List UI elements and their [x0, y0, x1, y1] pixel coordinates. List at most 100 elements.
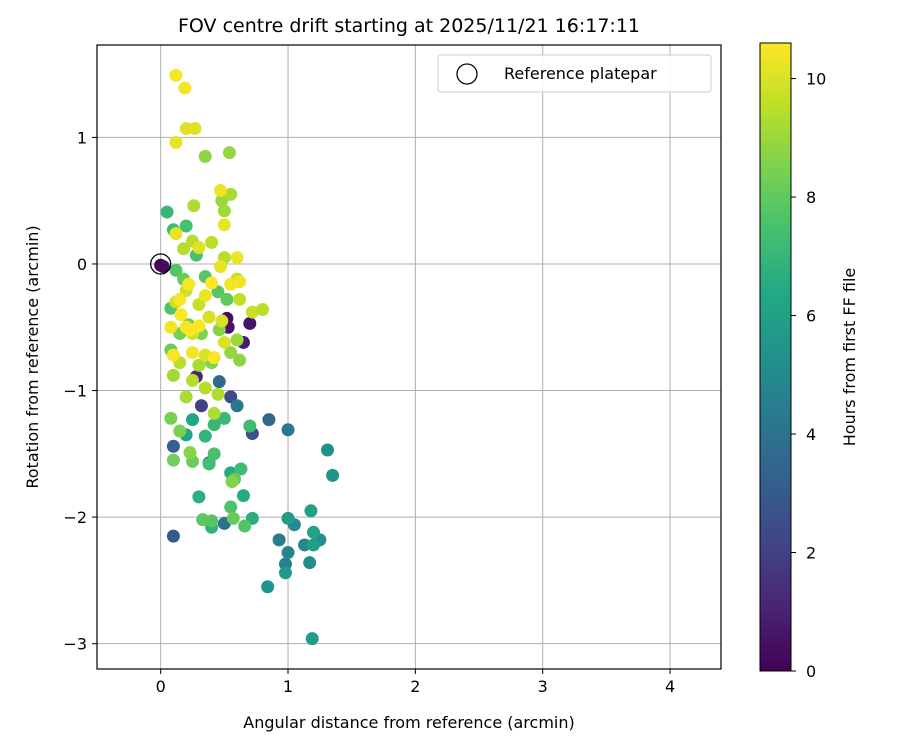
colorbar-tick-label: 10	[806, 70, 826, 89]
data-point	[256, 303, 270, 317]
data-point	[182, 277, 196, 291]
plot-frame	[96, 44, 722, 670]
data-point	[303, 556, 317, 570]
y-axis-title: Rotation from reference (arcmin)	[23, 225, 42, 488]
y-axis-ticks: −3 −2 −1 0 1	[63, 128, 97, 654]
data-point	[233, 292, 247, 306]
data-point	[169, 227, 183, 241]
data-point	[192, 490, 206, 504]
data-point	[306, 525, 320, 539]
data-point	[169, 135, 183, 149]
data-point	[194, 399, 208, 413]
legend: Reference platepar	[437, 54, 712, 93]
colorbar-ticks: 0 2 4 6 8 10	[791, 70, 826, 681]
data-point	[298, 538, 312, 552]
data-point	[166, 368, 180, 382]
data-point	[305, 632, 319, 646]
data-point	[169, 263, 183, 277]
data-point	[196, 513, 210, 527]
data-point	[304, 504, 318, 518]
data-point	[230, 333, 244, 347]
data-point	[233, 353, 247, 367]
data-point	[164, 320, 178, 334]
data-point	[187, 199, 201, 213]
data-point	[211, 387, 225, 401]
y-tick-label: −3	[63, 635, 87, 654]
colorbar-tick-label: 4	[806, 425, 816, 444]
data-point	[186, 413, 200, 427]
x-tick-label: 4	[665, 677, 675, 696]
data-point	[281, 546, 295, 560]
colorbar-tick-label: 8	[806, 188, 816, 207]
data-point	[224, 500, 238, 514]
data-point	[243, 419, 257, 433]
data-point	[205, 276, 219, 290]
data-point	[205, 235, 219, 249]
data-point	[188, 122, 202, 136]
data-point	[245, 305, 259, 319]
y-tick-label: 1	[77, 128, 87, 147]
data-point	[234, 462, 248, 476]
data-point	[198, 429, 212, 443]
x-tick-label: 1	[283, 677, 293, 696]
legend-box	[437, 54, 712, 93]
data-point	[238, 519, 252, 533]
data-point	[207, 418, 221, 432]
data-point	[202, 310, 216, 324]
x-tick-label: 0	[156, 677, 166, 696]
x-axis-ticks: 0 1 2 3 4	[156, 669, 675, 696]
data-point	[224, 277, 238, 291]
data-point	[217, 204, 231, 218]
data-point	[207, 406, 221, 420]
data-point	[320, 443, 334, 457]
data-point	[281, 511, 295, 525]
data-point	[243, 316, 257, 330]
data-point	[174, 308, 188, 322]
data-point	[160, 205, 174, 219]
data-point	[156, 260, 170, 274]
y-tick-label: −1	[63, 382, 87, 401]
data-point	[220, 292, 234, 306]
data-point	[179, 390, 193, 404]
data-point	[192, 241, 206, 255]
legend-label: Reference platepar	[504, 64, 657, 83]
reference-platepar-marker	[150, 253, 172, 275]
data-point	[198, 149, 212, 163]
chart-title: FOV centre drift starting at 2025/11/21 …	[178, 15, 640, 37]
colorbar	[759, 42, 792, 672]
data-point	[217, 411, 231, 425]
data-point	[215, 314, 229, 328]
legend-marker-icon	[456, 63, 478, 85]
data-point	[164, 411, 178, 425]
data-point	[183, 446, 197, 460]
data-point	[186, 373, 200, 387]
data-point	[230, 251, 244, 265]
colorbar-tick-label: 0	[806, 662, 816, 681]
data-point	[217, 335, 231, 349]
data-point	[179, 219, 193, 233]
data-point	[198, 381, 212, 395]
reference-platepar-point	[150, 253, 172, 275]
data-point	[217, 218, 231, 232]
data-point	[262, 413, 276, 427]
data-point	[225, 475, 239, 489]
data-point	[173, 424, 187, 438]
data-point	[179, 122, 193, 136]
data-point	[326, 468, 340, 482]
data-point	[214, 184, 228, 198]
data-point	[166, 529, 180, 543]
data-point	[224, 346, 238, 360]
x-tick-label: 2	[410, 677, 420, 696]
data-point	[281, 423, 295, 437]
y-tick-label: 0	[77, 255, 87, 274]
x-axis-title: Angular distance from reference (arcmin)	[243, 713, 574, 732]
data-point	[278, 566, 292, 580]
data-point	[207, 351, 221, 365]
colorbar-tick-label: 2	[806, 544, 816, 563]
data-point	[198, 289, 212, 303]
colorbar-tick-label: 6	[806, 307, 816, 326]
data-point	[261, 580, 275, 594]
data-point	[236, 489, 250, 503]
data-point	[178, 81, 192, 95]
